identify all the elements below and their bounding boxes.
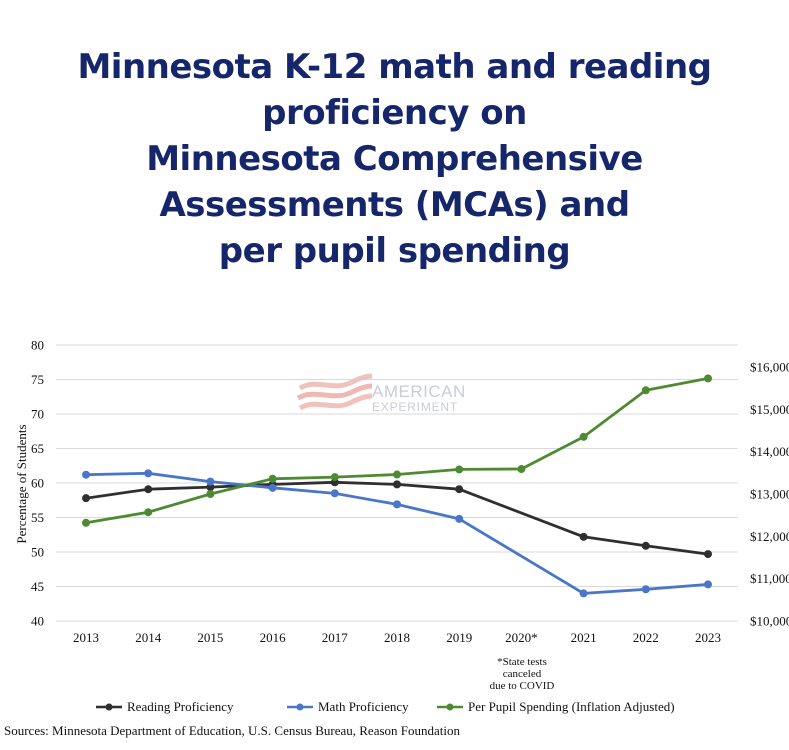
data-point-reading [393, 480, 401, 489]
y-tick-label: 65 [31, 441, 44, 456]
flag-stripe [298, 373, 373, 391]
data-point-math [206, 477, 215, 486]
data-point-math [641, 585, 650, 594]
legend-marker-spending [446, 703, 454, 711]
data-point-math [393, 500, 401, 509]
data-point-spending [579, 432, 588, 441]
y-tick-label: 45 [31, 579, 44, 594]
x-tick-label: 2014 [135, 630, 162, 645]
logo-watermark: AMERICAN EXPERIMENT [296, 373, 466, 414]
y-tick-label: 55 [31, 510, 44, 525]
y2-tick-label: $11,000 [750, 571, 789, 586]
y2-tick-label: $12,000 [750, 529, 789, 544]
data-point-reading [455, 485, 464, 494]
legend-item-spending: Per Pupil Spending (Inflation Adjusted) [437, 699, 675, 714]
flag-stripe [298, 393, 373, 411]
series-line-math [85, 471, 709, 595]
y2-tick-label: $16,000 [750, 360, 789, 375]
x-tick-label: 2017 [322, 630, 349, 645]
title-line: Minnesota K-12 math and reading [77, 47, 712, 87]
legend-label-spending: Per Pupil Spending (Inflation Adjusted) [468, 699, 675, 714]
gridlines [56, 344, 738, 622]
legend-item-reading: Reading Proficiency [96, 699, 234, 714]
series-line-reading [85, 480, 709, 556]
x-tick-label: 2022 [633, 630, 659, 645]
logo-text: AMERICAN [372, 382, 466, 401]
y-axis-left: 40 45 50 55 60 65 70 75 80 [31, 338, 44, 629]
legend: Reading Proficiency Math Proficiency Per… [96, 699, 675, 714]
data-point-spending [82, 518, 90, 527]
y-tick-label: 60 [31, 476, 44, 491]
data-point-spending [330, 473, 339, 482]
data-point-reading [704, 550, 712, 559]
y-tick-label: 80 [31, 338, 44, 353]
data-point-reading [144, 485, 153, 494]
legend-item-math: Math Proficiency [287, 699, 409, 714]
legend-label-math: Math Proficiency [318, 699, 409, 714]
y-axis-right: $10,000 $11,000 $12,000 $13,000 $14,000 $15,0… [750, 360, 789, 629]
legend-marker-math [296, 703, 304, 711]
data-point-spending [206, 490, 215, 498]
x-tick-label: 2016 [260, 630, 287, 645]
annotation-line: due to COVID [490, 680, 555, 692]
chart-title: Minnesota K-12 math and reading proficie… [0, 44, 789, 274]
x-tick-label: 2021 [571, 630, 597, 645]
x-tick-label: 2023 [695, 630, 721, 645]
y-tick-label: 70 [31, 407, 44, 422]
covid-annotation: *State tests canceled due to COVID [490, 656, 555, 692]
y2-tick-label: $10,000 [750, 614, 789, 629]
x-tick-label: 2013 [73, 630, 99, 645]
y-tick-label: 75 [31, 372, 44, 387]
y-axis-label: Percentage of Students [14, 424, 29, 543]
annotation-line: canceled [503, 668, 542, 680]
y2-tick-label: $14,000 [750, 444, 789, 459]
y-tick-label: 50 [31, 545, 44, 560]
data-point-math [144, 469, 153, 478]
y2-tick-label: $13,000 [750, 487, 789, 502]
data-point-math [704, 580, 712, 589]
x-tick-label: 2019 [446, 630, 472, 645]
data-point-math [330, 489, 339, 498]
data-point-spending [144, 508, 153, 517]
data-point-spending [393, 470, 401, 479]
data-point-reading [82, 494, 90, 503]
data-point-spending [641, 386, 650, 395]
x-tick-label: 2018 [384, 630, 410, 645]
data-point-spending [268, 474, 277, 483]
title-line: per pupil spending [218, 231, 571, 271]
legend-marker-reading [105, 703, 113, 711]
legend-label-reading: Reading Proficiency [127, 699, 234, 714]
data-point-spending [455, 465, 464, 474]
data-point-spending [704, 374, 712, 383]
data-point-reading [579, 532, 588, 541]
x-tick-label: 2020* [505, 630, 538, 645]
y2-tick-label: $15,000 [750, 402, 789, 417]
flag-stripe [296, 383, 373, 401]
title-line: proficiency on [262, 93, 527, 133]
series-layer [82, 374, 712, 598]
data-point-reading [641, 541, 650, 550]
source-note: Sources: Minnesota Department of Educati… [4, 723, 461, 738]
logo-text: EXPERIMENT [372, 400, 458, 414]
y-tick-label: 40 [31, 614, 44, 629]
annotation-line: *State tests [497, 656, 547, 668]
data-point-math [455, 514, 464, 523]
data-point-spending [517, 465, 526, 474]
x-tick-label: 2015 [197, 630, 223, 645]
data-point-math [268, 483, 277, 492]
x-axis: 2013 2014 2015 2016 2017 2018 2019 2020* 2021 202… [73, 630, 721, 645]
data-point-reading [206, 483, 215, 492]
title-line: Minnesota Comprehensive [146, 139, 643, 179]
data-point-math [579, 589, 588, 598]
title-line: Assessments (MCAs) and [159, 185, 630, 225]
data-point-math [82, 470, 90, 479]
